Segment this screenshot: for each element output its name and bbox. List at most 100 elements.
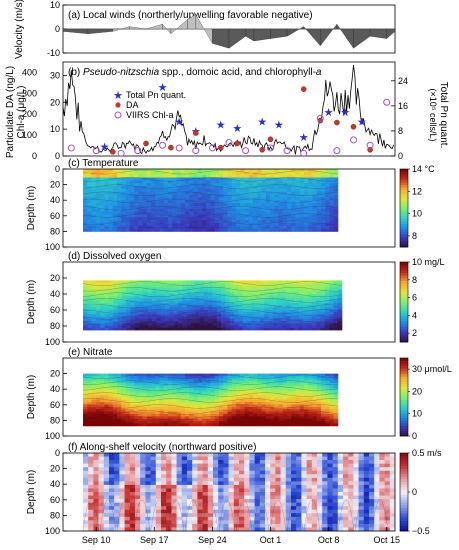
heatmap-cell bbox=[126, 287, 131, 290]
heatmap-cell bbox=[108, 406, 114, 410]
heatmap-cell bbox=[108, 200, 114, 204]
heatmap-cell bbox=[193, 180, 199, 184]
heatmap-cell bbox=[316, 402, 322, 405]
heatmap-cell bbox=[244, 453, 250, 457]
heatmap-cell bbox=[109, 499, 115, 504]
heatmap-cell bbox=[130, 325, 136, 329]
heatmap-cell bbox=[197, 416, 203, 420]
colorbar-tick-label: 0 bbox=[412, 431, 417, 441]
heatmap-cell bbox=[206, 208, 211, 212]
heatmap-cell bbox=[231, 383, 237, 386]
colorbar-step bbox=[400, 239, 408, 243]
heatmap-cell bbox=[304, 169, 309, 173]
heatmap-cell bbox=[185, 214, 190, 218]
heatmap-cell bbox=[229, 296, 235, 299]
heatmap-cell bbox=[240, 208, 245, 212]
heatmap-cell bbox=[257, 385, 262, 389]
heatmap-cell bbox=[223, 520, 229, 525]
heatmap-cell bbox=[129, 411, 135, 415]
heatmap-cell bbox=[155, 203, 160, 207]
heatmap-cell bbox=[249, 467, 255, 472]
heatmap-cell bbox=[88, 513, 94, 518]
heatmap-cell bbox=[124, 481, 131, 486]
heatmap-cell bbox=[185, 399, 190, 403]
heatmap-cell bbox=[156, 296, 161, 299]
heatmap-cell bbox=[187, 495, 193, 500]
heatmap-cell bbox=[187, 520, 193, 525]
heatmap-cell bbox=[108, 214, 114, 218]
heatmap-cell bbox=[189, 228, 194, 232]
heatmap-cell bbox=[244, 474, 250, 479]
heatmap-cell bbox=[274, 404, 279, 408]
heatmap-cell bbox=[145, 495, 151, 500]
heatmap-cell bbox=[307, 318, 313, 322]
heatmap-cell bbox=[87, 183, 92, 187]
heatmap-cell bbox=[91, 311, 97, 315]
heatmap-cell bbox=[221, 316, 226, 320]
heatmap-cell bbox=[321, 186, 326, 190]
wind-segment bbox=[245, 28, 255, 42]
heatmap-cell bbox=[114, 467, 120, 472]
heatmap-cell bbox=[100, 194, 105, 198]
heatmap-cell bbox=[282, 399, 288, 403]
legend-pn-icon: ★ bbox=[113, 90, 123, 102]
heatmap-cell bbox=[307, 325, 313, 329]
colorbar-step bbox=[400, 226, 408, 230]
heatmap-cell bbox=[159, 416, 165, 420]
heatmap-cell bbox=[155, 375, 160, 379]
colorbar-step bbox=[400, 280, 408, 284]
heatmap-cell bbox=[244, 488, 250, 493]
heatmap-cell bbox=[308, 220, 313, 224]
heatmap-cell bbox=[265, 402, 271, 405]
heatmap-cell bbox=[236, 413, 241, 417]
heatmap-cell bbox=[195, 323, 200, 326]
heatmap-cell bbox=[155, 214, 160, 218]
heatmap-cell bbox=[257, 214, 262, 218]
heatmap-cell bbox=[155, 413, 160, 417]
heatmap-cell bbox=[240, 402, 245, 405]
colorbar-tick-label: 6 bbox=[412, 293, 417, 303]
heatmap-cell bbox=[239, 509, 245, 514]
heatmap-cell bbox=[278, 203, 284, 207]
heatmap-cell bbox=[282, 214, 288, 218]
heatmap-cell bbox=[108, 282, 114, 286]
heatmap-cell bbox=[138, 214, 143, 218]
heatmap-cell bbox=[316, 177, 322, 181]
heatmap-cell bbox=[138, 378, 143, 382]
panel-b-plot: ★★★★★★★★★★★★ bbox=[62, 64, 394, 157]
da-marker bbox=[350, 123, 357, 130]
heatmap-cell bbox=[168, 385, 173, 389]
heatmap-cell bbox=[312, 191, 318, 195]
heatmap-cell bbox=[155, 495, 162, 500]
colorbar-step bbox=[400, 231, 408, 235]
heatmap-cell bbox=[210, 214, 216, 218]
heatmap-cell bbox=[91, 186, 97, 190]
heatmap-cell bbox=[308, 380, 313, 384]
heatmap-cell bbox=[152, 316, 157, 320]
heatmap-cell bbox=[177, 298, 183, 302]
heatmap-cell bbox=[197, 488, 203, 493]
heatmap-cell bbox=[186, 325, 192, 329]
heatmap-cell bbox=[171, 527, 177, 532]
heatmap-cell bbox=[233, 488, 240, 493]
heatmap-cell bbox=[163, 423, 169, 427]
contour-line bbox=[82, 320, 343, 325]
heatmap-cell bbox=[228, 463, 235, 468]
heatmap-cell bbox=[208, 280, 213, 284]
heatmap-cell bbox=[287, 378, 292, 382]
colorbar-tick-label: 10 bbox=[412, 209, 422, 219]
heatmap-cell bbox=[93, 470, 99, 475]
heatmap-cell bbox=[182, 300, 187, 304]
heatmap-cell bbox=[274, 383, 279, 386]
heatmap-cell bbox=[180, 383, 186, 386]
heatmap-cell bbox=[140, 488, 146, 493]
heatmap-cell bbox=[189, 171, 194, 176]
heatmap-cell bbox=[134, 404, 139, 408]
heatmap-cell bbox=[281, 302, 287, 306]
heatmap-cell bbox=[161, 470, 167, 475]
heatmap-cell bbox=[152, 296, 157, 299]
heatmap-cell bbox=[316, 205, 322, 210]
heatmap-cell bbox=[121, 197, 126, 201]
heatmap-cell bbox=[321, 394, 326, 398]
heatmap-cell bbox=[206, 191, 211, 195]
